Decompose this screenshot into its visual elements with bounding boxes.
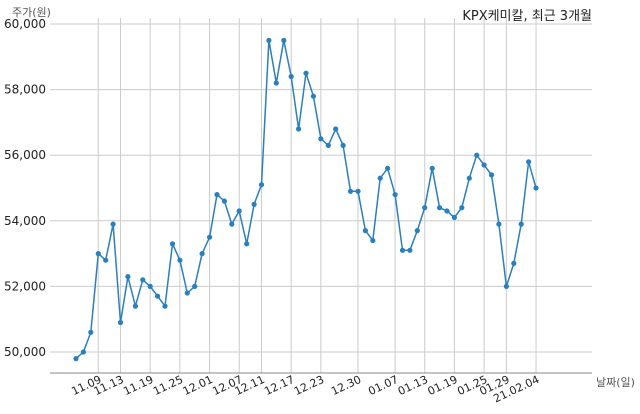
data-point [229,221,235,227]
x-tick-label: 01.19 [426,373,460,398]
data-point [414,228,420,234]
x-tick-label: 01.07 [366,373,400,398]
x-tick-label: 12.01 [181,373,215,398]
data-point [325,142,331,148]
y-tick-label: 52,000 [4,279,46,293]
data-point [377,175,383,181]
data-point [125,274,131,280]
data-point [526,159,532,165]
data-point [95,251,101,257]
data-point [244,241,250,247]
data-point [73,356,79,362]
data-point [214,192,220,198]
data-point [422,205,428,211]
data-point [132,303,138,309]
data-point [362,228,368,234]
data-point [221,198,227,204]
data-point [80,349,86,355]
chart-title: KPX케미칼, 최근 3개월 [462,9,592,24]
data-point [88,329,94,335]
data-point [207,234,213,240]
y-tick-labels: 50,000 52,000 54,000 56,000 58,000 60,000 [4,17,46,359]
data-point [251,201,257,207]
y-tick-label: 58,000 [4,83,46,97]
data-point [496,221,502,227]
x-tick-label: 01.13 [396,373,430,398]
data-point [511,260,517,266]
data-point [503,283,509,289]
data-point [199,251,205,257]
data-point [117,319,124,326]
data-point [518,221,524,227]
price-series-line [75,40,537,360]
data-point [488,172,495,178]
data-point [236,208,242,214]
y-axis-label: 주가(원) [12,6,51,19]
x-tick-label: 11.25 [151,373,185,398]
data-point [147,283,153,289]
data-point [192,283,198,289]
data-point [288,73,294,80]
data-point [110,221,116,227]
data-point [318,136,324,142]
data-point [444,208,450,214]
data-point [310,93,316,99]
data-point [281,37,287,44]
y-tick-label: 56,000 [4,148,46,162]
data-point [296,126,302,132]
data-point [355,188,361,194]
data-point [258,182,265,188]
x-tick-label: 11.19 [121,373,155,398]
data-point [303,70,309,76]
x-tick-label: 12.23 [292,373,326,398]
y-tick-label: 60,000 [4,17,46,31]
data-point [451,214,457,221]
data-point [266,37,272,44]
data-point [333,126,339,132]
x-tick-label: 12.17 [262,373,296,398]
data-point [177,257,183,263]
data-point [437,205,443,211]
data-point [392,192,398,198]
data-point [459,205,465,211]
x-tick-labels: 11.0911.1311.1911.2512.0112.0712.1112.17… [69,373,541,405]
data-point [162,303,168,309]
data-point [407,247,413,253]
data-point [533,185,539,191]
data-point [184,290,190,296]
data-point [370,237,376,244]
price-series-points [73,37,539,362]
data-point [466,175,472,181]
y-tick-label: 50,000 [4,345,46,359]
data-point [481,162,487,168]
data-point [340,142,346,148]
x-tick-label: 12.30 [329,373,363,398]
data-point [273,80,279,86]
data-point [347,188,354,194]
data-point [474,152,480,158]
grid [50,18,592,373]
data-point [140,277,146,283]
data-point [169,241,176,247]
x-axis-label: 날짜(일) [596,375,635,389]
data-point [399,247,406,253]
data-point [103,257,109,263]
data-point [429,165,435,171]
data-point [155,293,161,299]
data-point [385,165,391,171]
y-tick-label: 54,000 [4,214,46,228]
